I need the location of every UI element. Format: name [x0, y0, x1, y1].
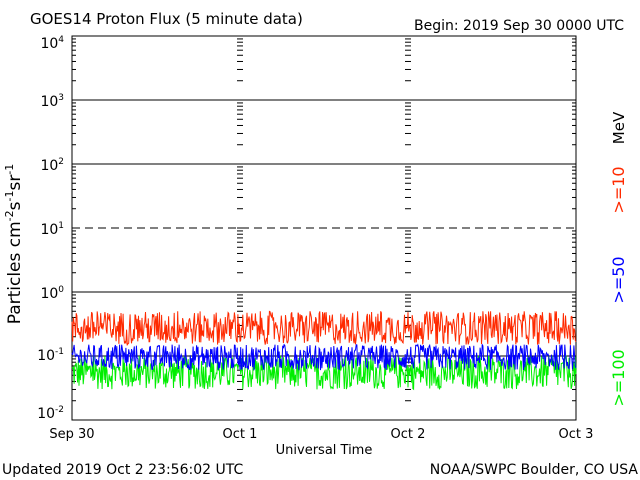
series-layer [71, 310, 577, 391]
legend-unit: MeV [610, 111, 628, 144]
y-tick-label: 10-2 [37, 405, 64, 422]
x-tick-label: Sep 30 [49, 427, 94, 442]
x-tick-label: Oct 3 [559, 427, 594, 442]
y-tick-label: 104 [40, 35, 64, 52]
updated-timestamp: Updated 2019 Oct 2 23:56:02 UTC [2, 462, 243, 478]
y-tick-label: 100 [40, 285, 64, 302]
x-axis-label: Universal Time [276, 443, 373, 458]
x-tick-labels: Sep 30 Oct 1 Oct 2 Oct 3 [49, 427, 593, 442]
y-tick-label: 101 [40, 221, 64, 238]
time-tick-marks [237, 38, 411, 421]
y-tick-label: 103 [40, 93, 64, 110]
legend-ge10: >=10 [609, 166, 628, 213]
legend-ge100: >=100 [609, 349, 628, 406]
legend-ge50: >=50 [609, 256, 628, 303]
grid-lines [72, 38, 576, 402]
begin-time: Begin: 2019 Sep 30 0000 UTC [414, 18, 624, 34]
chart-title: GOES14 Proton Flux (5 minute data) [30, 10, 303, 28]
y-tick-labels: 10-2 10-1 100 101 102 103 104 [37, 35, 64, 422]
y-tick-label: 10-1 [37, 347, 64, 364]
x-tick-label: Oct 2 [391, 427, 426, 442]
y-axis-label: Particles cm-2s-1sr-1 [3, 164, 25, 325]
y-tick-label: 102 [40, 157, 64, 174]
series-line [71, 354, 577, 391]
series-line [71, 310, 577, 347]
x-tick-label: Oct 1 [223, 427, 258, 442]
series-line [71, 343, 577, 371]
source-credit: NOAA/SWPC Boulder, CO USA [430, 462, 639, 478]
legend: MeV >=10 >=50 >=100 [609, 111, 628, 407]
